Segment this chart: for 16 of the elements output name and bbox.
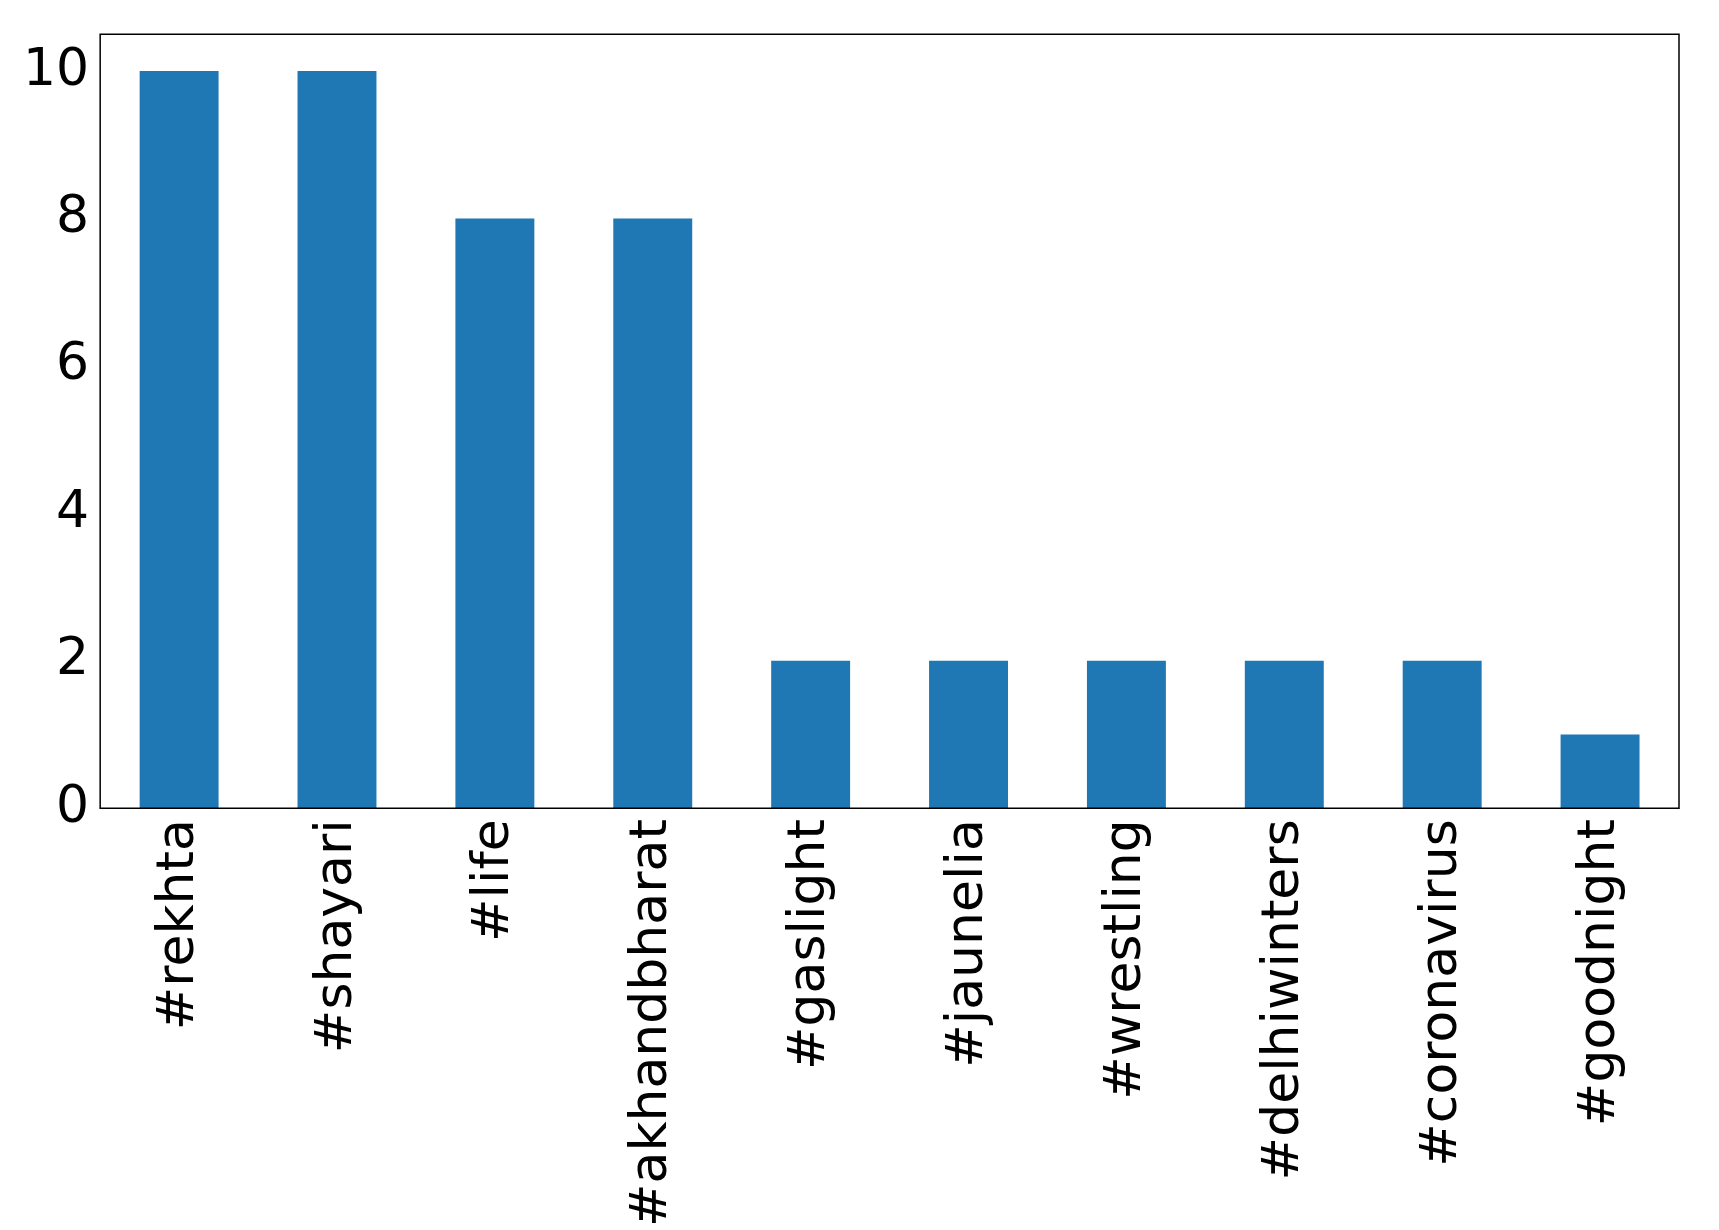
y-tick-label: 4 <box>56 478 90 539</box>
y-tick-label: 6 <box>56 331 90 392</box>
y-tick-label: 8 <box>56 184 90 244</box>
x-tick-label: #coronavirus <box>1407 819 1468 1167</box>
x-tick-label: #goodnight <box>1565 819 1626 1127</box>
x-tick-label: #gaslight <box>776 819 837 1070</box>
y-tick-label: 2 <box>56 626 90 687</box>
x-tick-label: #akhandbharat <box>618 819 679 1228</box>
x-tick-label: #delhiwinters <box>1249 819 1310 1181</box>
y-tick-label: 0 <box>56 773 90 834</box>
x-tick-label: #wrestling <box>1091 819 1152 1100</box>
x-tick-label: #shayari <box>302 819 363 1054</box>
x-tick-label: #rekhta <box>144 819 205 1031</box>
x-tick-label: #life <box>460 819 521 942</box>
y-tick-label: 10 <box>23 36 90 97</box>
x-tick-label: #jaunelia <box>934 819 995 1068</box>
